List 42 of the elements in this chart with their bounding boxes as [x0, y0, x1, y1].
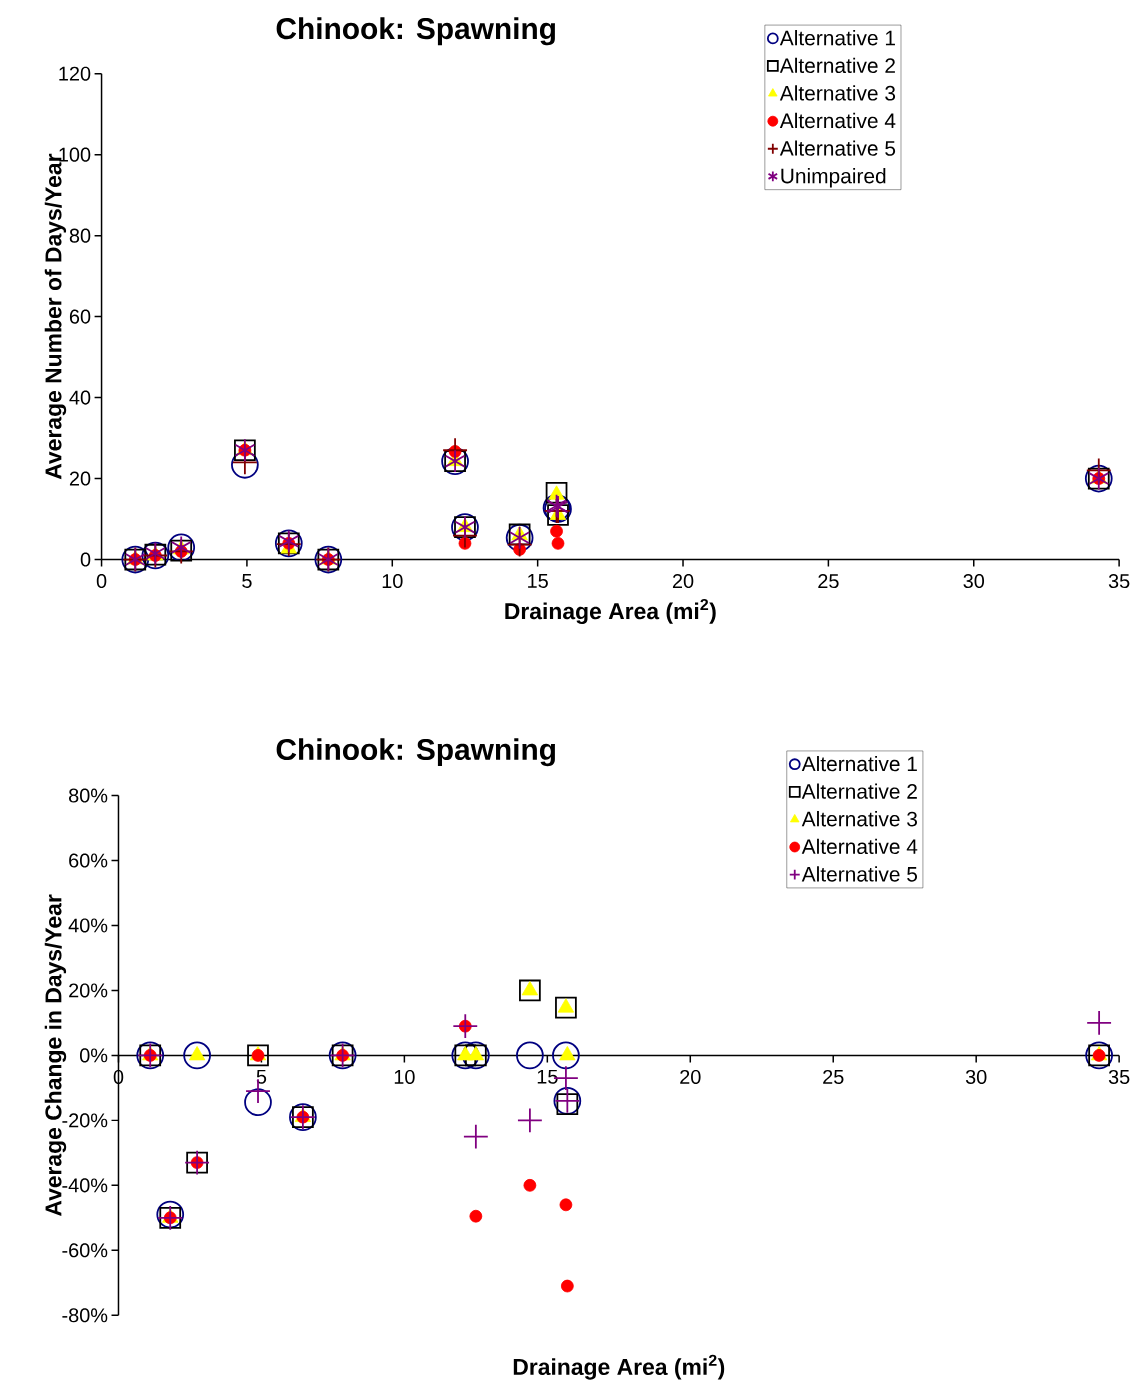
legend-label: Alternative 2	[779, 57, 895, 74]
x-axis-title: Drainage Area (mi$^{2}$)	[513, 1354, 725, 1380]
legend-label: Alternative 1	[801, 755, 917, 772]
x-tick-label: 5	[256, 1069, 267, 1084]
y-tick-label: 80%	[68, 788, 108, 803]
x-tick-label: 35	[1108, 574, 1130, 589]
y-tick-label: 0	[80, 552, 91, 567]
x-tick-label: 30	[963, 574, 985, 589]
y-tick-label: 20	[69, 471, 91, 486]
y-tick-label: -60%	[62, 1243, 108, 1258]
x-tick-label: 10	[382, 574, 403, 589]
y-tick-label: 40	[69, 390, 91, 405]
x-tick-label: 5	[242, 574, 252, 588]
y-tick-label: -80%	[62, 1308, 108, 1323]
x-tick-label: 15	[537, 1069, 558, 1084]
x-tick-label: 15	[528, 574, 548, 588]
y-tick-label: 0%	[79, 1048, 108, 1063]
y-tick-label: 20%	[69, 983, 108, 998]
y-tick-label: 40%	[68, 918, 108, 933]
legend-label: Alternative 5	[801, 866, 918, 882]
x-tick-label: 20	[680, 1069, 701, 1084]
y-tick-label: 60%	[69, 853, 108, 868]
chart-title: Chinook: Spawning	[276, 738, 555, 767]
legend-label: Alternative 4	[801, 838, 918, 855]
legend-label: Alternative 1	[779, 30, 895, 46]
legend-label: Alternative 5	[779, 140, 896, 156]
legend-label: Unimpaired	[781, 168, 886, 188]
legend-label: Alternative 3	[801, 811, 917, 827]
x-tick-label: 35	[1108, 1069, 1130, 1084]
legend-label: Alternative 3	[779, 85, 896, 101]
x-tick-label: 20	[672, 574, 694, 589]
legend-label: Alternative 2	[801, 783, 917, 799]
x-axis-title: Drainage Area (mi$^{2}$)	[505, 598, 716, 624]
y-tick-label: 60	[69, 309, 91, 324]
chart-title: Chinook: Spawning	[276, 17, 555, 46]
x-tick-label: 25	[818, 574, 839, 589]
legend-label: Alternative 4	[779, 112, 896, 129]
x-tick-label: 10	[394, 1069, 415, 1084]
y-tick-label: 120	[59, 66, 91, 81]
x-tick-label: 30	[965, 1069, 987, 1084]
y-tick-label: 80	[69, 228, 91, 243]
x-tick-label: 25	[823, 1069, 844, 1084]
